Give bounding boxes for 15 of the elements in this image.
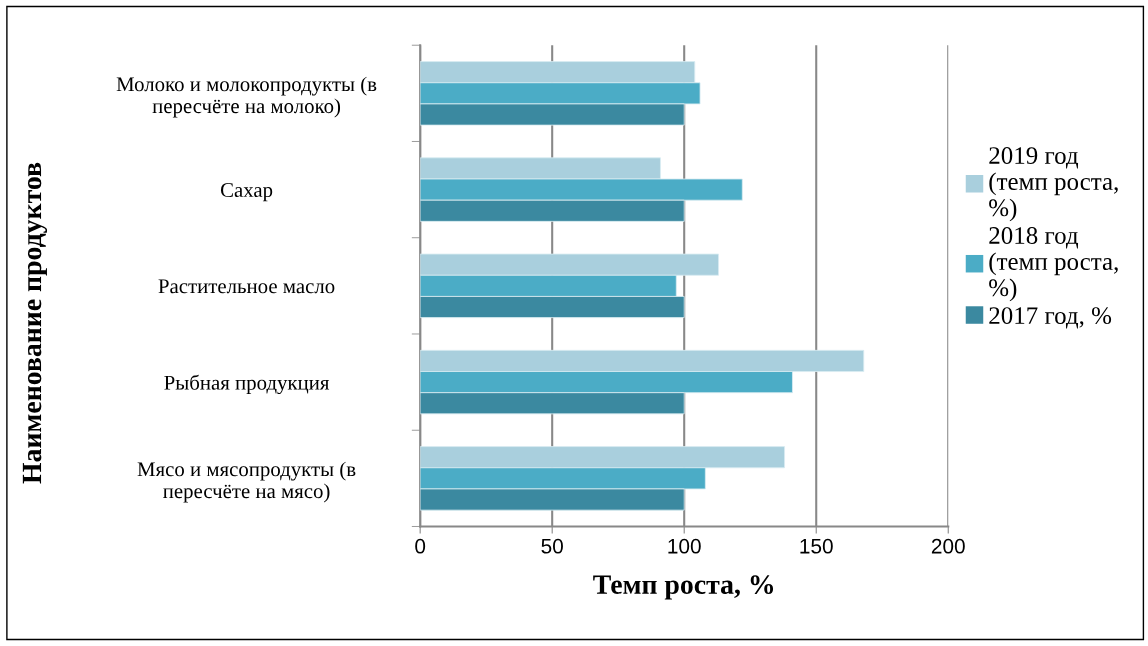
legend-label: 2017 год, % [989, 307, 1112, 329]
y-tick-label: Мясо и мясопродукты (в пересчёте на мясо) [137, 461, 356, 503]
y-tick-label: Рыбная продукция [164, 374, 330, 395]
x-tick-label: 200 [931, 538, 965, 554]
x-tick-label: 50 [541, 538, 563, 554]
y-tick-label: Сахар [220, 183, 273, 202]
y-tick-label: Растительное масло [158, 279, 335, 294]
x-axis-title: Темп роста, % [593, 575, 774, 600]
y-axis-title: Наименование продуктов [22, 162, 48, 484]
y-tick-label: Молоко и молокопродукты (в пересчёте на молоко) [116, 76, 377, 118]
legend-label: 2018 год (темп роста, %) [989, 227, 1118, 302]
x-tick-label: 150 [800, 538, 833, 554]
x-tick-label: 100 [668, 538, 701, 554]
legend-label: 2019 год (темп роста, %) [989, 147, 1118, 222]
x-tick-label: 0 [415, 538, 426, 554]
